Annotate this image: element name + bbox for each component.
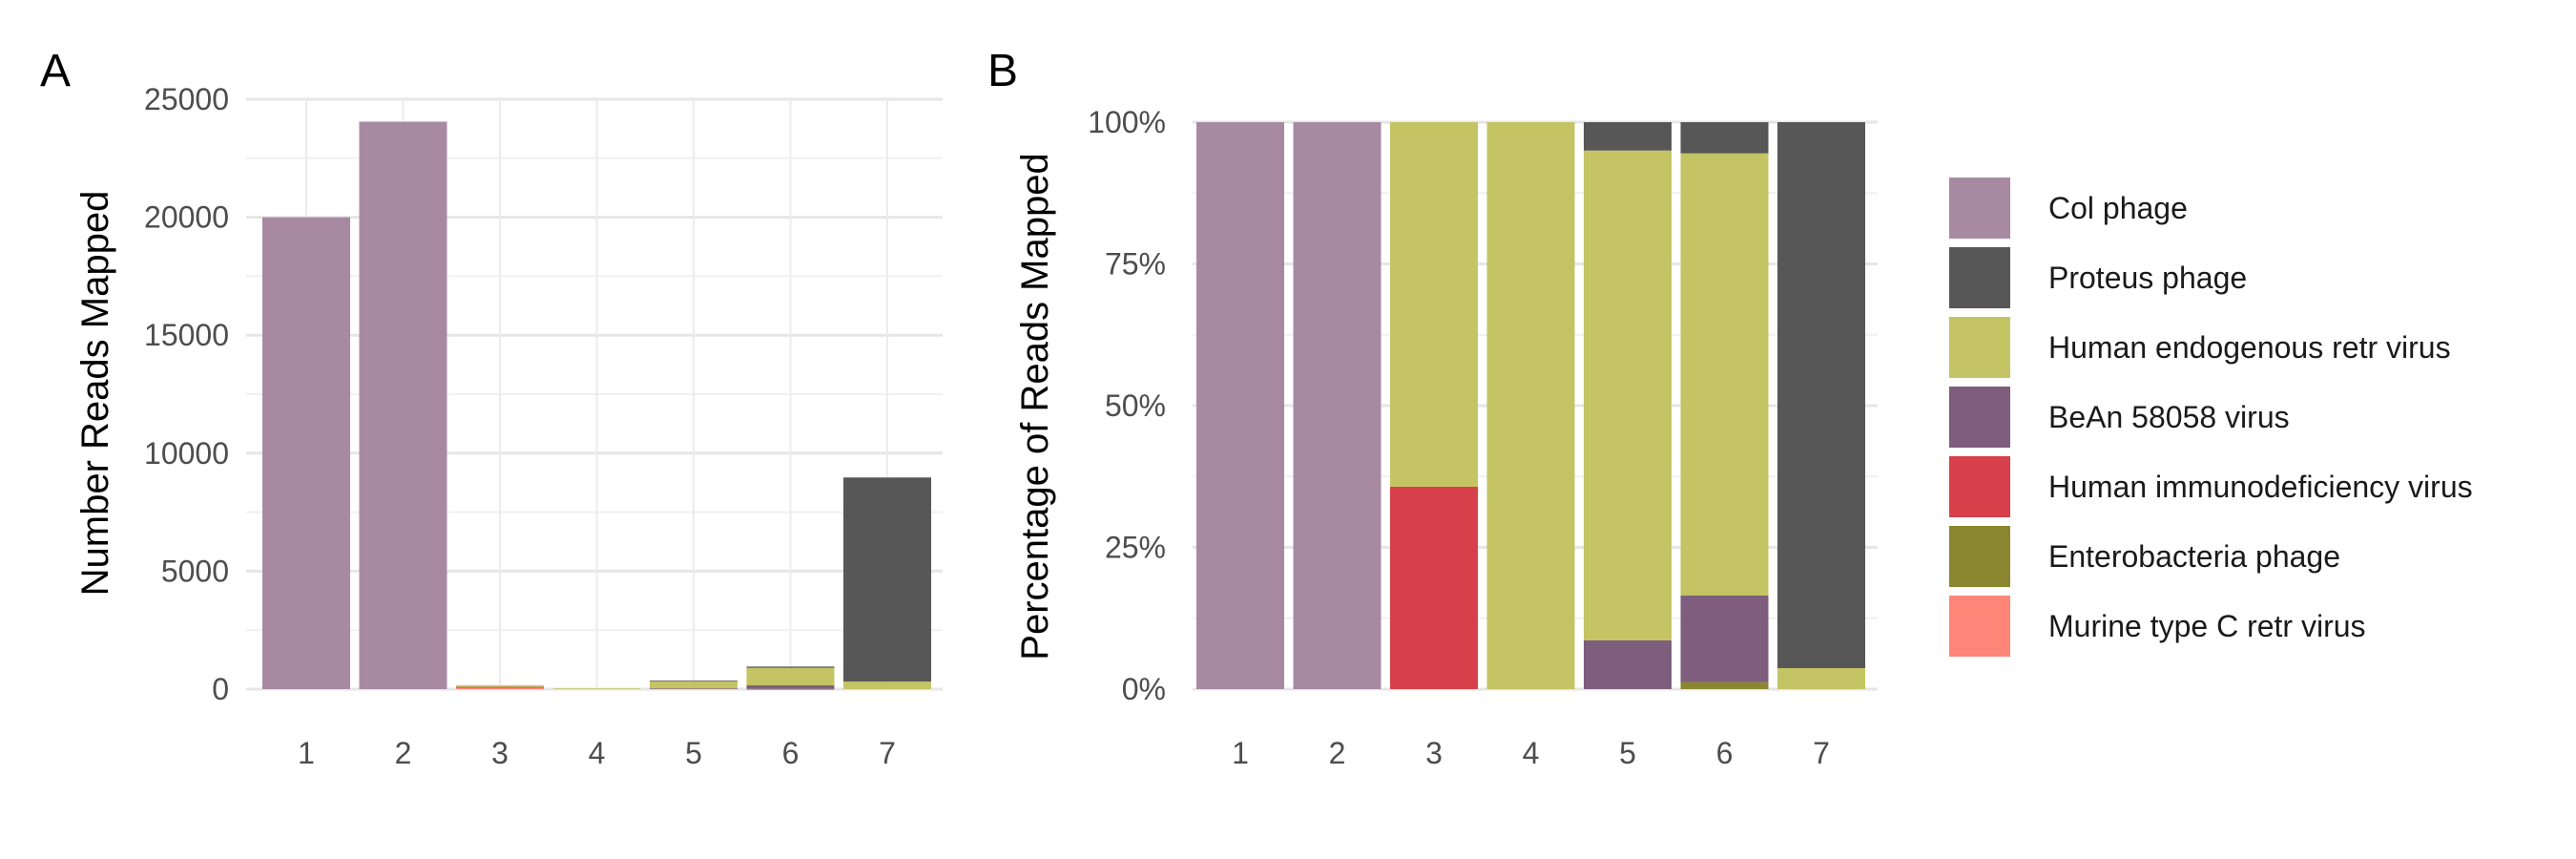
y-tick-label: 10000 xyxy=(144,436,229,471)
bar-segment xyxy=(456,685,544,687)
legend-label: Murine type C retr virus xyxy=(2048,609,2366,643)
legend-swatch xyxy=(1949,526,2010,587)
panel-a-gridlines xyxy=(246,97,943,691)
legend-label: Human endogenous retr virus xyxy=(2048,330,2451,365)
bar-segment xyxy=(1390,486,1478,689)
x-tick-label: 2 xyxy=(1329,736,1346,770)
panel-label-b: B xyxy=(987,46,1018,96)
bar-segment xyxy=(456,687,544,689)
legend-label: Human immunodeficiency virus xyxy=(2048,470,2473,504)
x-tick-label: 3 xyxy=(491,736,509,770)
y-tick-label: 25000 xyxy=(144,82,229,116)
panel-b: B 0% 25% 50% 75% 100% 1 2 3 4 5 6 7 Percentage of … xyxy=(987,46,1878,770)
legend-swatch xyxy=(1949,456,2010,517)
panel-a-x-tick-labels: 1 2 3 4 5 6 7 xyxy=(298,736,896,770)
bar-segment xyxy=(262,217,350,689)
legend-label: Enterobacteria phage xyxy=(2048,539,2340,574)
legend-swatch xyxy=(1949,317,2010,378)
bar-segment xyxy=(746,667,835,686)
x-tick-label: 5 xyxy=(1619,736,1636,770)
x-tick-label: 6 xyxy=(782,736,800,770)
bar-segment xyxy=(1680,681,1769,689)
panel-a: A 0 5000 10000 15000 20000 25000 1 2 3 4 5 6 7 Numb… xyxy=(40,46,943,770)
panel-a-y-axis-title: Number Reads Mapped xyxy=(74,191,116,597)
x-tick-label: 4 xyxy=(589,736,606,770)
panel-b-x-tick-labels: 1 2 3 4 5 6 7 xyxy=(1232,736,1830,770)
bar-segment xyxy=(843,681,931,689)
legend-label: BeAn 58058 virus xyxy=(2048,400,2290,434)
y-tick-label: 0 xyxy=(212,672,229,706)
legend-label: Col phage xyxy=(2048,191,2188,225)
y-tick-label: 20000 xyxy=(144,200,229,235)
y-tick-label: 15000 xyxy=(144,318,229,352)
panel-b-bars xyxy=(1196,122,1865,689)
y-tick-label: 5000 xyxy=(161,554,229,588)
bar-segment xyxy=(650,681,737,689)
bar-segment xyxy=(1584,122,1672,151)
legend-swatch xyxy=(1949,596,2010,657)
legend-swatch xyxy=(1949,247,2010,308)
x-tick-label: 5 xyxy=(685,736,702,770)
bar-segment xyxy=(1486,122,1575,689)
legend-label: Proteus phage xyxy=(2048,261,2247,295)
bar-segment xyxy=(1584,639,1672,689)
panel-a-y-tick-labels: 0 5000 10000 15000 20000 25000 xyxy=(144,82,229,706)
bar-segment xyxy=(1777,122,1865,669)
x-tick-label: 7 xyxy=(879,736,896,770)
bar-segment xyxy=(456,686,544,688)
x-tick-label: 1 xyxy=(1232,736,1249,770)
bar-segment xyxy=(746,666,835,668)
bar-segment xyxy=(650,688,737,690)
bar-segment xyxy=(1584,150,1672,640)
x-tick-label: 7 xyxy=(1813,736,1830,770)
panel-b-y-tick-labels: 0% 25% 50% 75% 100% xyxy=(1088,105,1166,706)
bar-segment xyxy=(746,688,835,690)
legend-swatch xyxy=(1949,178,2010,239)
bar-segment xyxy=(1390,122,1478,487)
y-tick-label: 0% xyxy=(1122,672,1166,706)
panel-label-a: A xyxy=(40,46,71,96)
bar-segment xyxy=(1293,122,1381,689)
panel-a-bars xyxy=(262,121,931,690)
x-tick-label: 3 xyxy=(1425,736,1443,770)
x-tick-label: 6 xyxy=(1716,736,1734,770)
bar-segment xyxy=(359,121,447,689)
bar-segment xyxy=(1196,122,1284,689)
bar-segment xyxy=(843,477,931,682)
bar-segment xyxy=(1680,153,1769,596)
x-tick-label: 1 xyxy=(298,736,315,770)
legend-swatch xyxy=(1949,387,2010,448)
bar-segment xyxy=(746,685,835,689)
bar-segment xyxy=(1680,595,1769,682)
y-tick-label: 75% xyxy=(1105,247,1166,282)
legend: Col phage Proteus phage Human endogenous r… xyxy=(1949,178,2473,657)
bar-segment xyxy=(1680,122,1769,154)
bar-segment xyxy=(552,688,641,690)
bar-segment xyxy=(1777,668,1865,689)
x-tick-label: 4 xyxy=(1523,736,1540,770)
x-tick-label: 2 xyxy=(395,736,412,770)
panel-b-y-axis-title: Percentage of Reads Mapped xyxy=(1014,153,1056,660)
y-tick-label: 100% xyxy=(1088,105,1166,139)
y-tick-label: 50% xyxy=(1105,388,1166,423)
y-tick-label: 25% xyxy=(1105,531,1166,565)
